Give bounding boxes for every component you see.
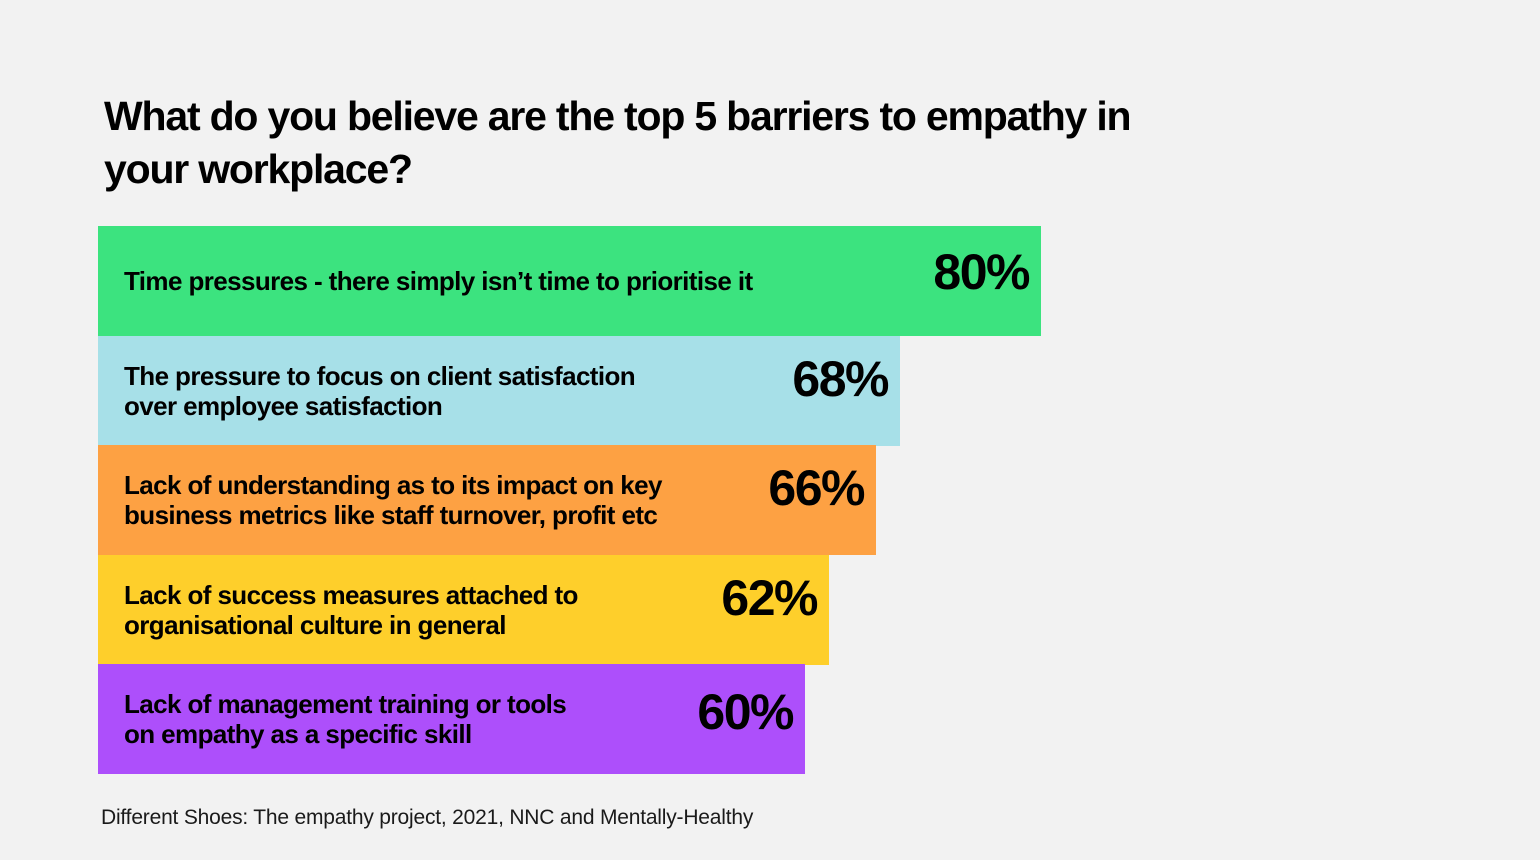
bar-chart: Time pressures - there simply isn’t time…	[98, 226, 1098, 774]
source-note: Different Shoes: The empathy project, 20…	[101, 806, 754, 829]
bar-5: Lack of management training or tools on …	[98, 664, 805, 774]
bar-value-label-1: 80%	[933, 244, 1030, 300]
bar-value-label-5: 60%	[697, 684, 794, 740]
bar-label-5: Lack of management training or tools on …	[124, 689, 567, 749]
bar-value-label-2: 68%	[792, 350, 889, 407]
bar-label-1: Time pressures - there simply isn’t time…	[124, 266, 753, 296]
bar-3: Lack of understanding as to its impact o…	[98, 445, 876, 555]
bar-value-label-3: 66%	[768, 460, 865, 516]
chart-title: What do you believe are the top 5 barrie…	[104, 93, 1132, 192]
bar-value-label-4: 62%	[721, 569, 818, 626]
bar-1: Time pressures - there simply isn’t time…	[98, 226, 1041, 336]
bar-label-3: Lack of understanding as to its impact o…	[124, 470, 663, 530]
bar-label-4: Lack of success measures attached to org…	[124, 579, 578, 640]
bar-4: Lack of success measures attached to org…	[98, 554, 829, 665]
bar-label-2: The pressure to focus on client satisfac…	[124, 360, 636, 421]
bar-2: The pressure to focus on client satisfac…	[98, 335, 900, 446]
